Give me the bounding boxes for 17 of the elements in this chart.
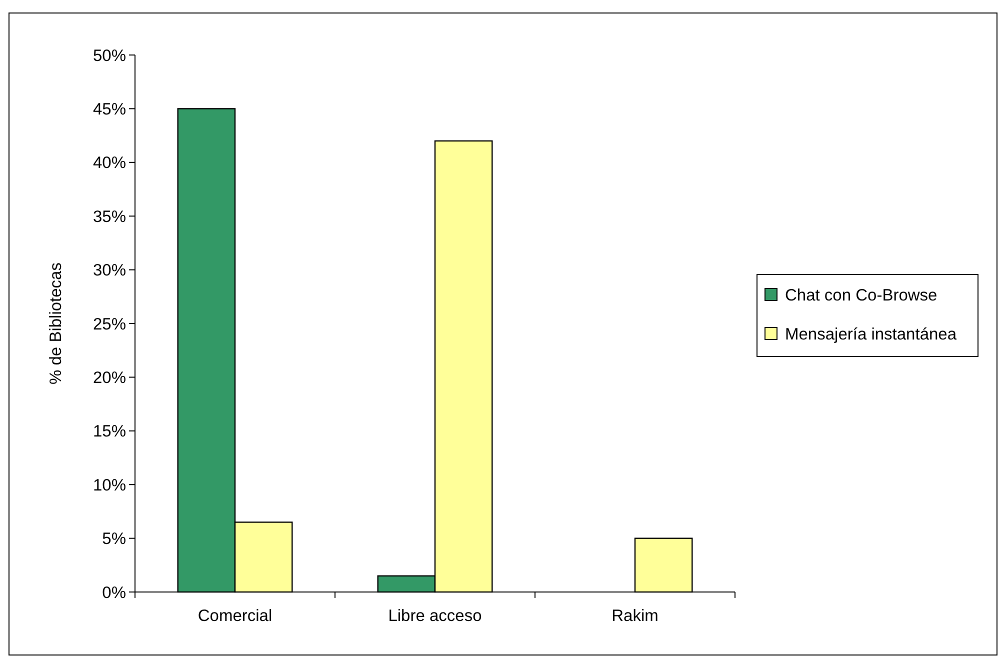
y-tick-label: 0% <box>102 584 126 602</box>
legend-label: Mensajería instantánea <box>785 325 958 344</box>
y-tick-label: 10% <box>92 476 126 494</box>
legend-label: Chat con Co-Browse <box>785 286 938 304</box>
x-tick-label: Rakim <box>612 607 658 625</box>
y-tick-label: 5% <box>102 530 126 548</box>
x-tick-label: Comercial <box>198 607 272 625</box>
y-axis-title: % de Bibliotecas <box>46 262 65 384</box>
y-tick-label: 45% <box>92 100 126 118</box>
y-tick-label: 30% <box>92 262 126 280</box>
y-tick-label: 35% <box>92 208 126 226</box>
y-tick-label: 20% <box>92 368 126 387</box>
y-tick-label: 50% <box>92 46 126 65</box>
y-tick-label: 15% <box>92 422 126 441</box>
y-tick-label: 40% <box>92 154 126 172</box>
y-tick-label: 25% <box>92 315 126 334</box>
x-tick-label: Libre acceso <box>388 607 482 625</box>
